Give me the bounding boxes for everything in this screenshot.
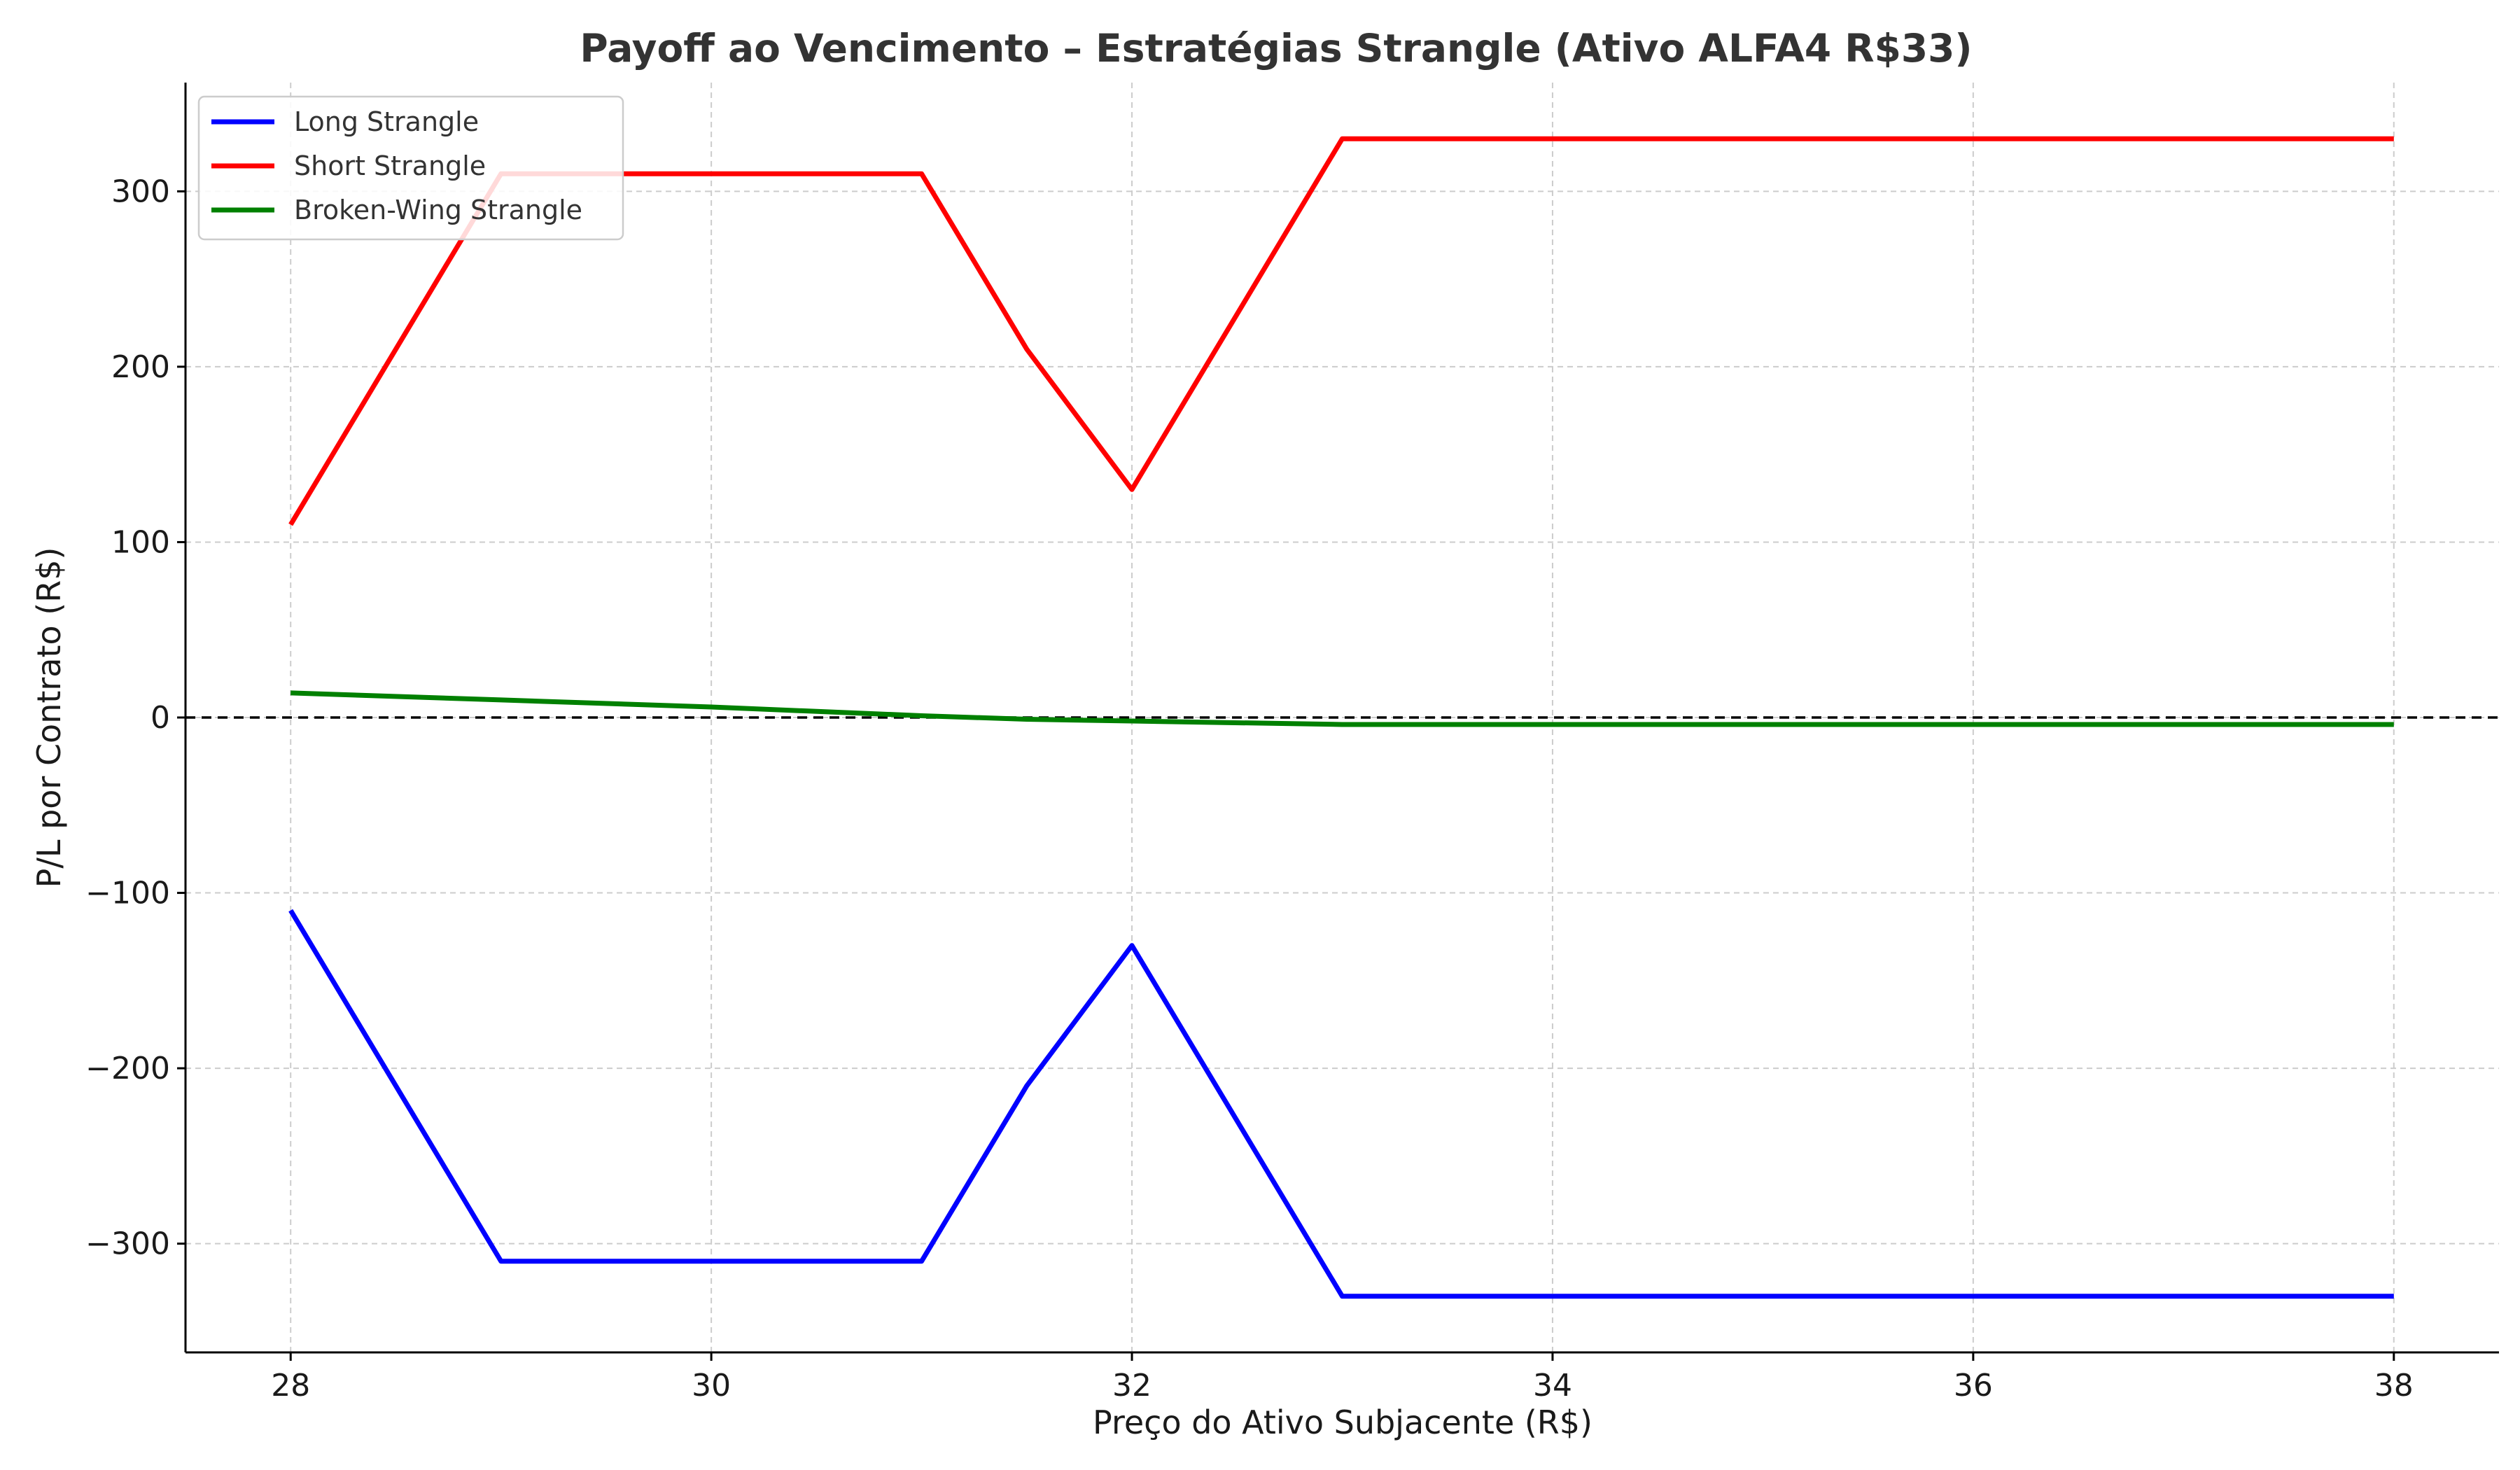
series-line-long-strangle [288,909,2394,1299]
x-axis-ticks: 28 30 32 34 36 38 [271,1352,2414,1404]
chart-title: Payoff ao Vencimento – Estratégias Stran… [580,26,1972,71]
y-tick-label: −100 [85,876,170,911]
y-tick-label: −300 [85,1226,170,1262]
x-tick-label: 38 [2374,1368,2414,1404]
x-tick-label: 30 [692,1368,731,1404]
y-tick-label: −200 [85,1051,170,1086]
y-tick-label: 200 [111,349,170,385]
legend-box [197,95,624,241]
y-axis-label: P/L por Contrato (R$) [30,547,68,888]
x-axis-label: Preço do Ativo Subjacente (R$) [1093,1404,1592,1441]
series-line-broken-wing-strangle [290,690,2394,727]
y-axis-ticks: −300 −200 −100 0 100 200 300 [85,174,186,1262]
y-tick-label: 100 [111,524,170,560]
y-tick-label: 0 [150,700,170,736]
legend-label-short-strangle: Short Strangle [294,150,486,181]
legend-items: Long Strangle Short Strangle Broken-Wing S… [211,106,582,225]
x-tick-label: 36 [1954,1368,1993,1404]
y-tick-label: 300 [111,174,170,209]
x-tick-label: 34 [1533,1368,1572,1404]
x-tick-label: 32 [1112,1368,1152,1404]
legend: Long Strangle Short Strangle Broken-Wing S… [197,95,624,241]
legend-label-broken-wing-strangle: Broken-Wing Strangle [294,195,582,225]
legend-label-long-strangle: Long Strangle [294,106,479,137]
x-tick-label: 28 [271,1368,310,1404]
